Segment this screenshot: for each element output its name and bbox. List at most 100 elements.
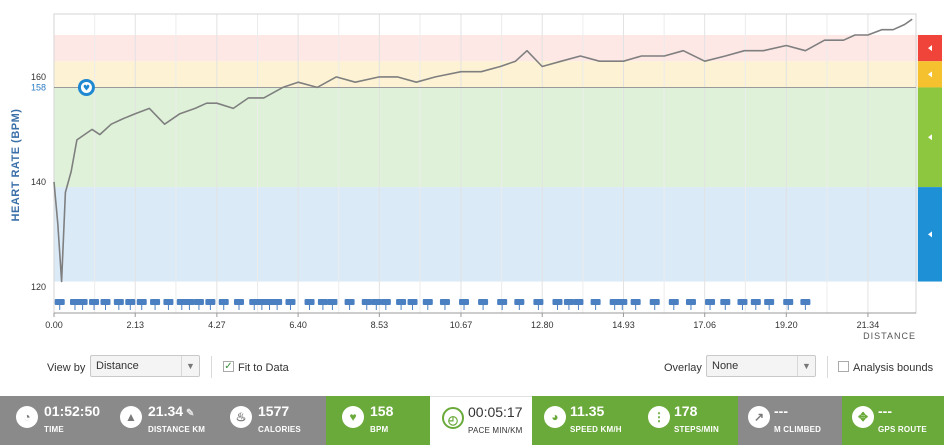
lap-marker[interactable] <box>125 299 136 305</box>
lap-marker[interactable] <box>764 299 775 305</box>
lap-marker[interactable] <box>100 299 111 305</box>
stat-gps-route[interactable]: ✥ --- GPS ROUTE <box>842 396 944 445</box>
speedometer-icon: ◴ <box>442 407 464 429</box>
lap-marker[interactable] <box>737 299 748 305</box>
lap-marker[interactable] <box>233 299 244 305</box>
pencil-icon[interactable]: ✎ <box>186 408 195 419</box>
lap-marker[interactable] <box>573 299 584 305</box>
lap-marker[interactable] <box>256 299 267 305</box>
lap-marker[interactable] <box>649 299 660 305</box>
stat-label: GPS ROUTE <box>878 425 927 434</box>
x-tick-label: 14.93 <box>612 320 635 330</box>
stat-bpm[interactable]: ♥ 158 BPM <box>326 396 430 445</box>
chart-controls: View by Distance ▼ ✓ Fit to Data Overlay… <box>0 352 944 382</box>
stat-calories[interactable]: ♨ 1577 CALORIES <box>214 396 326 445</box>
lap-marker[interactable] <box>685 299 696 305</box>
stat-value: 11.35 <box>570 403 605 419</box>
stat-time[interactable]: ◔ 01:52:50 TIME <box>0 396 104 445</box>
lap-marker[interactable] <box>193 299 204 305</box>
lap-marker[interactable] <box>113 299 124 305</box>
lap-marker[interactable] <box>361 299 372 305</box>
stat-speed[interactable]: ◕ 11.35 SPEED KM/H <box>532 396 636 445</box>
lap-marker[interactable] <box>249 299 260 305</box>
lap-marker[interactable] <box>205 299 216 305</box>
lap-marker[interactable] <box>176 299 187 305</box>
lap-marker[interactable] <box>630 299 641 305</box>
lap-marker[interactable] <box>304 299 315 305</box>
lap-marker[interactable] <box>705 299 716 305</box>
stat-value: --- <box>878 403 892 419</box>
x-tick-label: 8.53 <box>371 320 389 330</box>
lap-marker[interactable] <box>77 299 88 305</box>
lap-marker[interactable] <box>563 299 574 305</box>
lap-marker[interactable] <box>617 299 628 305</box>
overlay-value: None <box>712 360 739 372</box>
x-tick-label: 19.20 <box>775 320 798 330</box>
x-tick-label: 17.06 <box>693 320 716 330</box>
climb-icon: ↗ <box>748 406 770 428</box>
lap-marker[interactable] <box>396 299 407 305</box>
stat-label: CALORIES <box>258 425 301 434</box>
stat-distance[interactable]: ▲ 21.34 ✎ DISTANCE KM <box>104 396 214 445</box>
lap-marker[interactable] <box>54 299 65 305</box>
divider <box>211 356 212 378</box>
lap-marker[interactable] <box>609 299 620 305</box>
lap-marker[interactable] <box>272 299 283 305</box>
stat-value: 178 <box>674 403 698 419</box>
stat-steps[interactable]: ⋮ 178 STEPS/MIN <box>636 396 738 445</box>
stat-climbed[interactable]: ↗ --- M CLIMBED <box>738 396 842 445</box>
view-by-select[interactable]: Distance ▼ <box>90 355 200 377</box>
hr-zone-band-2 <box>54 61 920 88</box>
overlay-select[interactable]: None ▼ <box>706 355 816 377</box>
caret-left-icon <box>928 231 932 238</box>
stat-label: TIME <box>44 425 64 434</box>
lap-marker[interactable] <box>422 299 433 305</box>
stat-label: M CLIMBED <box>774 425 822 434</box>
lap-marker[interactable] <box>497 299 508 305</box>
hr-zone-band-0 <box>54 187 920 282</box>
y-tick-label: 120 <box>31 282 46 292</box>
lap-marker[interactable] <box>590 299 601 305</box>
lap-marker[interactable] <box>459 299 470 305</box>
stat-pace[interactable]: ◴ 00:05:17 PACE MIN/KM <box>430 396 532 445</box>
lap-marker[interactable] <box>407 299 418 305</box>
analysis-bounds-checkbox[interactable] <box>838 361 849 372</box>
lap-marker[interactable] <box>285 299 296 305</box>
heart-marker-icon <box>77 78 95 96</box>
lap-marker[interactable] <box>136 299 147 305</box>
lap-marker[interactable] <box>533 299 544 305</box>
y-axis-title: HEART RATE (BPM) <box>10 108 22 222</box>
lap-marker[interactable] <box>720 299 731 305</box>
lap-marker[interactable] <box>371 299 382 305</box>
caret-left-icon <box>928 45 932 52</box>
chart-svg[interactable]: 0.00 2.13 4.27 6.40 8.53 10.67 12.80 14.93 17.06… <box>0 0 944 340</box>
lap-marker[interactable] <box>783 299 794 305</box>
stat-label: BPM <box>370 425 389 434</box>
lap-marker[interactable] <box>344 299 355 305</box>
overlay-label: Overlay <box>664 362 702 374</box>
lap-marker[interactable] <box>439 299 450 305</box>
view-by-label: View by <box>47 362 86 374</box>
lap-marker[interactable] <box>380 299 391 305</box>
lap-marker[interactable] <box>750 299 761 305</box>
lap-marker[interactable] <box>668 299 679 305</box>
lap-marker[interactable] <box>150 299 161 305</box>
x-tick-label: 12.80 <box>531 320 554 330</box>
lap-marker[interactable] <box>317 299 328 305</box>
lap-marker[interactable] <box>69 299 80 305</box>
lap-marker[interactable] <box>184 299 195 305</box>
stat-label: PACE MIN/KM <box>468 426 523 435</box>
lap-marker[interactable] <box>327 299 338 305</box>
fit-to-data-checkbox[interactable]: ✓ <box>223 361 234 372</box>
lap-marker[interactable] <box>552 299 563 305</box>
lap-marker[interactable] <box>218 299 229 305</box>
lap-marker[interactable] <box>89 299 100 305</box>
stat-value: 1577 <box>258 403 290 419</box>
lap-marker[interactable] <box>163 299 174 305</box>
lap-marker[interactable] <box>264 299 275 305</box>
lap-marker[interactable] <box>514 299 525 305</box>
lap-marker[interactable] <box>478 299 489 305</box>
heart-rate-chart[interactable]: 0.00 2.13 4.27 6.40 8.53 10.67 12.80 14.93 17.06… <box>0 0 944 341</box>
fit-to-data-label: Fit to Data <box>238 362 289 374</box>
lap-marker[interactable] <box>800 299 811 305</box>
